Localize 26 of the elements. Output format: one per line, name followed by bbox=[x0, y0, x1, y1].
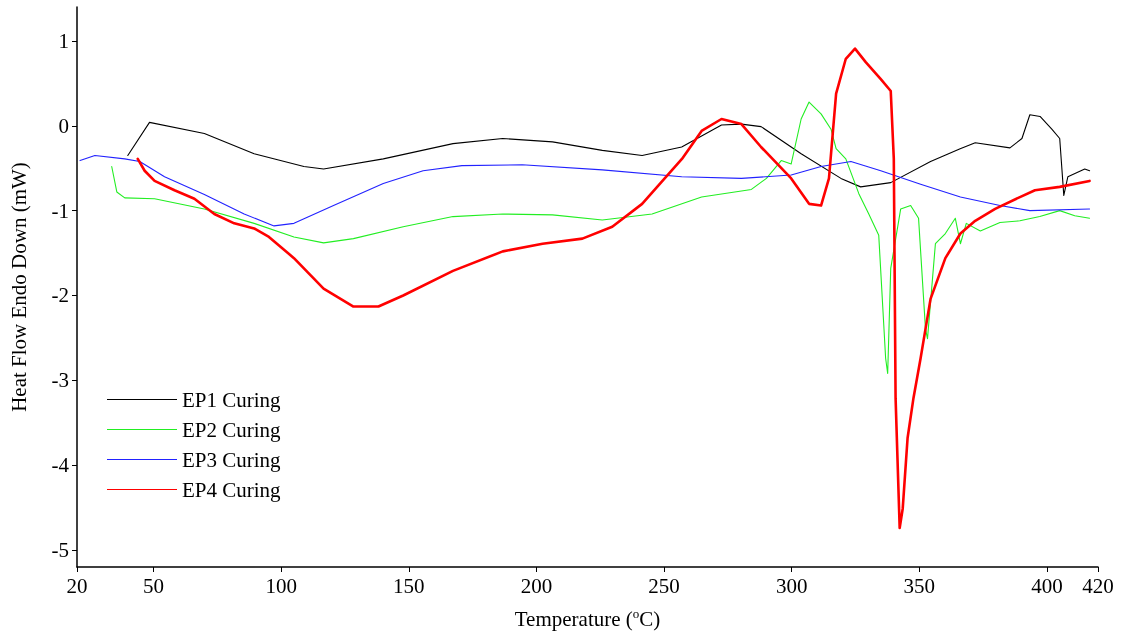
line-series bbox=[111, 101, 1091, 375]
legend-label: EP3 Curing bbox=[182, 447, 282, 472]
y-tick-label: 0 bbox=[58, 113, 69, 138]
y-tick-label: -4 bbox=[51, 453, 70, 478]
x-tick-label: 350 bbox=[903, 573, 936, 598]
x-tick-label: 200 bbox=[520, 573, 553, 598]
y-tick-label: -3 bbox=[51, 368, 69, 393]
x-tick-label: 400 bbox=[1031, 573, 1063, 598]
line-series bbox=[127, 114, 1091, 196]
legend-label: EP2 Curing bbox=[182, 417, 282, 442]
legend-label: EP1 Curing bbox=[182, 387, 282, 412]
y-axis-title: Heat Flow Endo Down (mW) bbox=[6, 162, 31, 412]
x-tick-label: 100 bbox=[265, 573, 297, 598]
x-tick-label: 20 bbox=[66, 573, 88, 598]
x-tick-label: 250 bbox=[648, 573, 680, 598]
legend-label: EP4 Curing bbox=[182, 477, 282, 502]
y-tick-label: -5 bbox=[51, 538, 69, 563]
line-series bbox=[79, 154, 1091, 227]
x-tick-label: 50 bbox=[143, 573, 165, 598]
x-tick-label: 420 bbox=[1082, 573, 1114, 598]
y-tick-label: -1 bbox=[51, 198, 69, 223]
x-tick-label: 150 bbox=[393, 573, 425, 598]
x-tick-label: 300 bbox=[775, 573, 808, 598]
y-tick-label: -2 bbox=[51, 283, 69, 308]
y-tick-label: 1 bbox=[58, 28, 69, 53]
line-series bbox=[136, 47, 1091, 530]
